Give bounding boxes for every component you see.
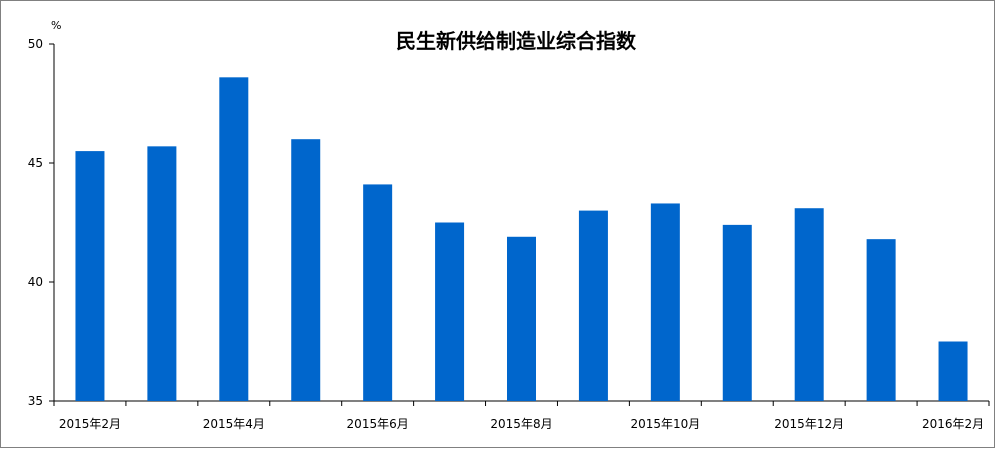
chart-title: 民生新供给制造业综合指数 [396,29,637,53]
x-tick-label: 2015年4月 [203,417,265,431]
bars [75,77,968,401]
y-tick-label: 45 [28,156,43,170]
x-tick-label: 2015年8月 [490,417,552,431]
bar [650,203,680,401]
bar [363,184,393,401]
y-tick-label: 50 [28,37,43,51]
x-axis: 2015年2月 2015年4月 2015年6月 2015年8月 2015年10月 2015… [53,400,990,431]
bar [722,224,752,401]
y-axis: 35 40 45 50 [28,37,55,408]
y-axis-unit: % [51,19,61,32]
x-tick-label: 2015年12月 [774,417,844,431]
bar [938,341,968,401]
x-tick-label: 2016年2月 [922,417,984,431]
y-tick-label: 40 [28,275,43,289]
bar [866,239,896,401]
bar [291,139,321,401]
x-tick-label: 2015年2月 [59,417,121,431]
x-tick-label: 2015年6月 [347,417,409,431]
bar [435,222,465,401]
x-tick-label: 2015年10月 [630,417,700,431]
bar [794,208,824,401]
bar [75,151,105,401]
bar [578,210,608,401]
bar [507,236,536,401]
y-tick-label: 35 [28,394,43,408]
bar [147,146,177,401]
bar [219,77,249,401]
